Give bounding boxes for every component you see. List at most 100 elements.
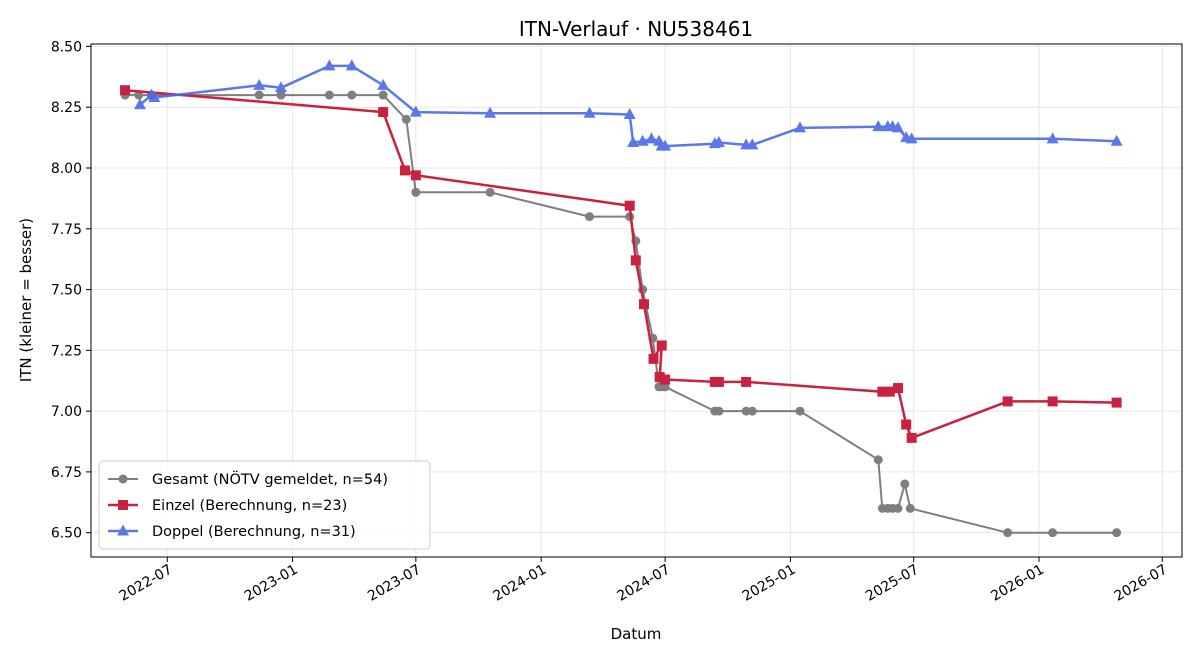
data-point — [906, 432, 917, 443]
x-tick-label: 2026-07 — [1112, 562, 1171, 605]
x-tick-label: 2024-01 — [490, 562, 549, 605]
x-tick-label: 2025-01 — [740, 562, 799, 605]
y-tick-label: 7.75 — [51, 222, 82, 238]
data-point — [648, 353, 659, 364]
data-point — [485, 187, 495, 197]
data-point — [254, 90, 264, 100]
legend-marker — [118, 474, 128, 484]
legend-entry — [108, 524, 138, 536]
y-tick-label: 8.50 — [51, 39, 82, 55]
data-point — [905, 503, 915, 513]
y-tick-label: 6.50 — [51, 526, 82, 542]
data-point — [795, 406, 805, 416]
data-point — [1047, 396, 1058, 407]
legend-box — [98, 460, 431, 550]
series-layer — [120, 59, 1123, 538]
data-point — [623, 108, 636, 120]
data-point — [660, 382, 670, 392]
data-point — [1110, 134, 1123, 146]
data-point — [1111, 397, 1122, 408]
data-point — [747, 406, 757, 416]
series-line — [124, 88, 1117, 440]
legend-label: Doppel (Berechnung, n=31) — [152, 524, 356, 540]
data-point — [377, 78, 390, 90]
data-point — [585, 212, 595, 222]
data-point — [253, 78, 266, 90]
data-point — [905, 132, 918, 144]
data-point — [901, 419, 912, 430]
x-tick-label: 2025-07 — [863, 562, 922, 605]
data-point — [714, 406, 724, 416]
data-point — [712, 135, 725, 147]
data-point — [624, 200, 635, 211]
data-point — [401, 114, 411, 124]
data-point — [893, 503, 903, 513]
data-point — [324, 90, 334, 100]
data-point — [134, 90, 144, 100]
data-point — [1112, 528, 1122, 538]
y-tick-label: 6.75 — [51, 465, 82, 481]
chart-title: ITN-Verlauf · NU538461 — [519, 17, 753, 41]
plot-frame — [90, 43, 1183, 558]
data-point — [120, 85, 131, 96]
data-point — [793, 121, 806, 133]
data-point — [645, 132, 658, 144]
data-point — [347, 90, 357, 100]
data-point — [659, 139, 672, 151]
data-point — [741, 376, 752, 387]
data-point — [636, 134, 649, 146]
legend-label: Einzel (Berechnung, n=23) — [152, 498, 347, 514]
legend-entry — [108, 474, 138, 484]
y-tick-label: 7.50 — [51, 283, 82, 299]
legend: Gesamt (NÖTV gemeldet, n=54) Einzel (Bere… — [98, 460, 431, 550]
data-point — [630, 255, 641, 266]
data-point — [873, 455, 883, 465]
data-point — [323, 59, 336, 71]
series-line — [139, 64, 1117, 148]
data-point — [746, 138, 759, 150]
data-point — [877, 386, 888, 397]
data-point — [660, 374, 671, 385]
data-point — [656, 340, 667, 351]
data-point — [1003, 528, 1013, 538]
x-axis-title: Datum — [611, 625, 662, 643]
y-tick-label: 8.00 — [51, 161, 82, 177]
data-point — [345, 59, 358, 71]
data-point — [627, 135, 640, 147]
data-point — [148, 90, 161, 102]
data-point — [893, 383, 904, 394]
legend-entry — [108, 500, 138, 510]
x-tick-label: 2023-01 — [242, 562, 301, 605]
x-tick-label: 2022-07 — [117, 562, 176, 605]
data-point — [872, 120, 885, 132]
data-point — [1002, 396, 1013, 407]
data-point — [654, 372, 665, 383]
data-point — [378, 107, 389, 118]
data-point — [275, 81, 288, 93]
data-point — [638, 299, 649, 310]
x-tick-label: 2023-07 — [365, 562, 424, 605]
legend-marker — [118, 500, 128, 510]
series-triangle — [134, 59, 1123, 151]
series-square — [120, 85, 1122, 443]
data-point — [378, 90, 388, 100]
data-point — [713, 376, 724, 387]
data-point — [892, 121, 905, 133]
data-point — [900, 479, 910, 489]
x-tick-label: 2026-01 — [988, 562, 1047, 605]
data-point — [409, 105, 422, 117]
data-point — [484, 106, 497, 118]
data-point — [410, 170, 421, 181]
data-point — [276, 90, 286, 100]
legend-label: Gesamt (NÖTV gemeldet, n=54) — [152, 470, 388, 488]
data-point — [399, 165, 410, 176]
data-point — [134, 98, 147, 110]
grid — [91, 44, 1182, 557]
y-axis-title: ITN (kleiner = besser) — [17, 218, 35, 382]
data-point — [884, 386, 895, 397]
data-point — [411, 187, 421, 197]
data-point — [583, 106, 596, 118]
data-point — [1048, 528, 1058, 538]
y-tick-label: 7.25 — [51, 343, 82, 359]
